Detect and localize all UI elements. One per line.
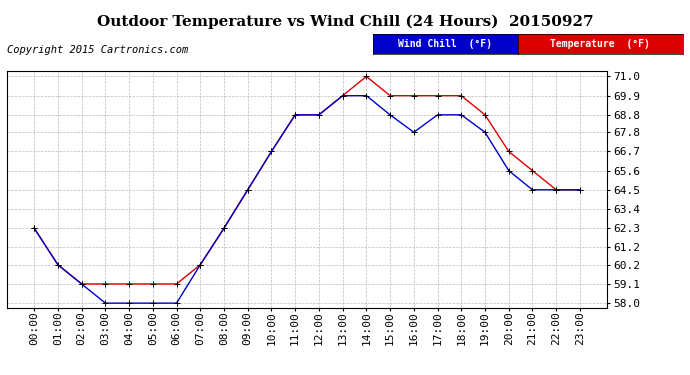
Text: Outdoor Temperature vs Wind Chill (24 Hours)  20150927: Outdoor Temperature vs Wind Chill (24 Ho… (97, 15, 593, 29)
Text: Wind Chill  (°F): Wind Chill (°F) (398, 39, 492, 49)
Text: Copyright 2015 Cartronics.com: Copyright 2015 Cartronics.com (7, 45, 188, 55)
Text: Temperature  (°F): Temperature (°F) (551, 39, 650, 49)
